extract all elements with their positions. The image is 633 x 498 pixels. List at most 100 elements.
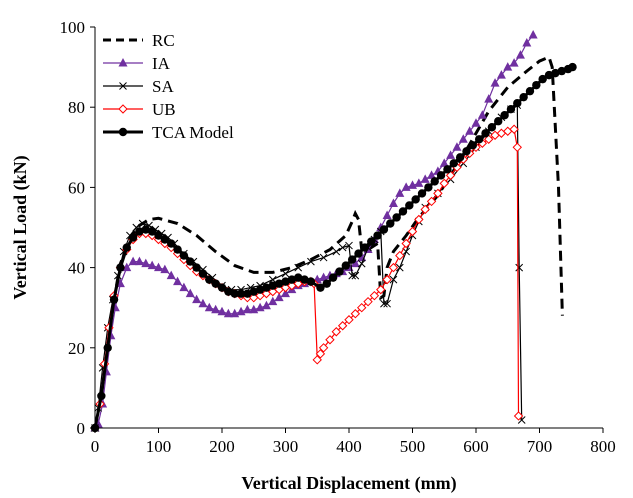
y-tick-label: 80	[68, 98, 85, 117]
legend-item-ub: UB	[103, 100, 176, 119]
series-ia-point	[204, 302, 214, 312]
legend-label: IA	[152, 54, 171, 73]
y-axis-title: Vertical Load (kN)	[10, 155, 31, 299]
series-ub-point	[401, 238, 411, 249]
series-ia-point	[198, 298, 208, 308]
series-ia-point	[490, 78, 500, 87]
series-tca-model-point	[192, 263, 201, 272]
series-ia-point	[503, 62, 513, 71]
series-ia-point	[122, 262, 132, 272]
series-tca-model-point	[557, 66, 566, 76]
series-tca-model-point	[249, 287, 258, 296]
series-ub-point	[433, 188, 443, 199]
series-sa-point	[281, 269, 290, 278]
series-tca-model-point	[538, 74, 547, 84]
series-ub-point	[356, 302, 367, 313]
x-tick-label: 200	[209, 437, 235, 456]
series-ub-point	[315, 349, 326, 359]
series-sa-point	[338, 243, 347, 252]
series-ia-point	[261, 300, 271, 310]
series-tca-model-point	[287, 275, 297, 284]
series-tca-model-point	[128, 233, 138, 242]
series-tca-model-line	[93, 65, 574, 429]
series-ub-point	[395, 250, 405, 261]
series-ia-point	[217, 306, 227, 316]
series-tca-model-point	[281, 277, 290, 286]
series-sa-point	[319, 253, 328, 262]
series-tca-model-point	[487, 123, 497, 132]
x-tick-label: 300	[273, 437, 299, 456]
series-tca-model-point	[236, 289, 246, 298]
series-ia-point	[147, 260, 157, 270]
series-tca-model-point	[551, 68, 560, 78]
series-tca-model-point	[424, 183, 433, 192]
series-ia-point	[509, 58, 519, 67]
series-tca-model-point	[224, 287, 233, 296]
series-tca-model-point	[322, 279, 331, 288]
series-sa-point	[357, 259, 366, 268]
series-tca-model-point	[494, 117, 503, 126]
series-ia-point	[173, 276, 183, 286]
series-tca-model-point	[167, 239, 176, 248]
x-tick-label: 700	[527, 437, 553, 456]
series-tca-model-point	[306, 277, 316, 286]
series-tca-model-point	[430, 177, 439, 186]
series-ia-point	[128, 256, 138, 266]
series-ia-point	[427, 170, 437, 179]
series-tca-model-point	[335, 267, 344, 276]
series-ub-point	[337, 321, 348, 331]
series-ub-point	[318, 343, 329, 353]
series-tca-model-point	[443, 165, 452, 174]
x-tick-label: 0	[91, 437, 100, 456]
series-tca-model-point	[135, 227, 144, 236]
series-sa-point	[268, 275, 277, 284]
series-ub-point	[420, 204, 430, 215]
series-tca-model-point	[500, 111, 509, 120]
series-ub-point	[325, 335, 335, 345]
series-ub-point	[509, 124, 519, 134]
series-ia-point	[268, 296, 278, 306]
series-tca-model-point	[398, 207, 408, 216]
legend-item-ia: IA	[103, 54, 171, 73]
series-tca-model-point	[217, 283, 227, 292]
series-ub-point	[439, 178, 449, 189]
series-tca-model-point	[367, 237, 376, 246]
series-ia-point	[160, 264, 170, 274]
series-tca-model-point	[462, 147, 471, 156]
series-ub-point	[344, 315, 354, 325]
series-sa-point	[389, 275, 398, 284]
series-ia-point	[414, 178, 424, 187]
series-tca-model-point	[186, 257, 195, 266]
series-ub-point	[376, 284, 386, 295]
series-tca-model-point	[147, 227, 157, 236]
series-tca-model-point	[211, 279, 220, 288]
series-tca-model-point	[262, 283, 271, 292]
series-ia-point	[477, 110, 487, 119]
series-tca-model-point	[179, 251, 189, 260]
series-tca-model-point	[173, 245, 182, 254]
series-tca-model-point	[122, 243, 131, 252]
series-ub-point	[382, 274, 392, 285]
series-tca-model-point	[141, 225, 150, 234]
series-ia-point	[522, 38, 532, 47]
legend-tca-model-point	[118, 127, 128, 137]
series-ia-point	[388, 198, 398, 207]
series-rc	[93, 55, 564, 429]
series-ia-point	[515, 50, 525, 59]
series-ub-point	[369, 290, 380, 301]
series-ub-point	[350, 309, 361, 319]
series-ub-point	[426, 196, 437, 207]
x-tick-label: 100	[146, 437, 172, 456]
series-ia-point	[452, 142, 462, 151]
series-tca-model-point	[116, 263, 125, 272]
series-ia-point	[141, 258, 151, 268]
series-tca-model-point	[525, 86, 535, 96]
series-ia-point	[134, 256, 144, 266]
series-tca-model-point	[532, 80, 541, 90]
series-ub-point	[512, 142, 522, 153]
series-ia-point	[528, 30, 538, 39]
series-tca-model-point	[347, 255, 357, 264]
series-ia-point	[223, 308, 233, 318]
series-tca-model-point	[386, 219, 395, 228]
